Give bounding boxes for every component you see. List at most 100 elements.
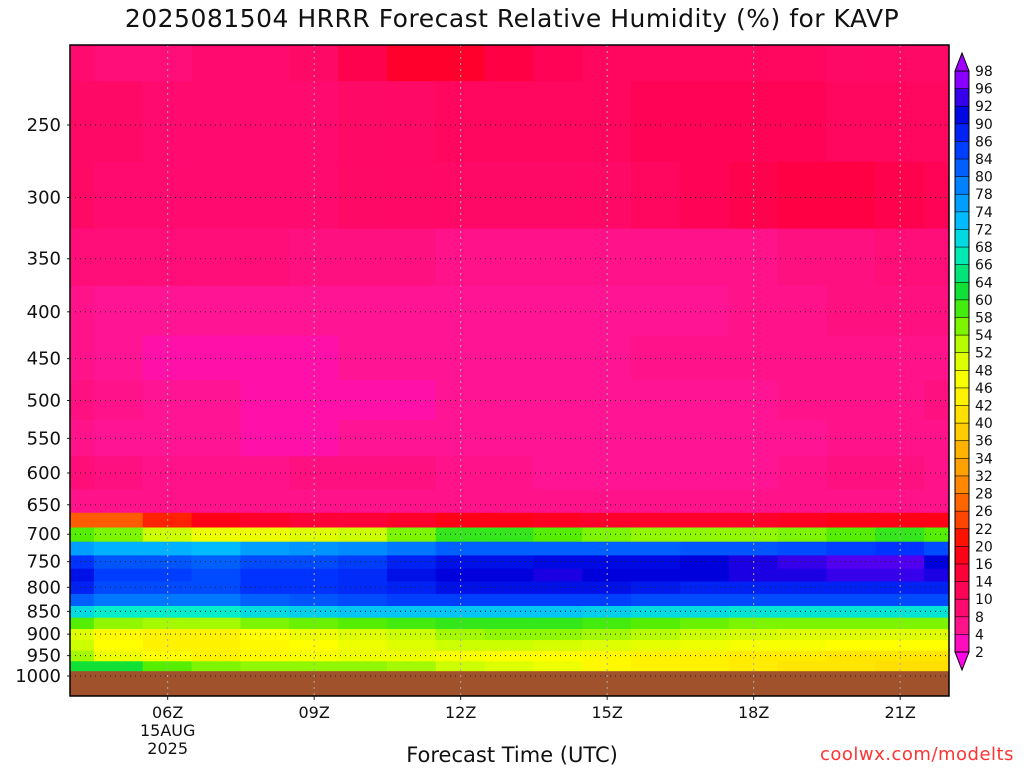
heatmap-cell xyxy=(875,488,926,513)
heatmap-cell xyxy=(484,488,535,513)
heatmap-cell xyxy=(240,567,291,582)
heatmap-cell xyxy=(93,554,144,569)
heatmap-cell xyxy=(93,660,144,672)
heatmap-cell xyxy=(191,616,242,630)
heatmap-cell xyxy=(338,334,388,381)
heatmap-cell xyxy=(240,160,291,229)
y-tick-label: 650 xyxy=(27,495,61,516)
heatmap-cell xyxy=(142,639,193,651)
colorbar-segment xyxy=(955,475,969,495)
heatmap-cell xyxy=(386,554,437,569)
heatmap-cell xyxy=(93,511,144,528)
heatmap-cell xyxy=(70,639,95,651)
colorbar-label: 36 xyxy=(975,434,993,450)
heatmap-cell xyxy=(484,284,535,336)
heatmap-cell xyxy=(435,160,486,229)
heatmap-cell xyxy=(484,628,535,641)
heatmap-cell xyxy=(728,526,779,542)
colorbar-label: 22 xyxy=(975,522,993,538)
heatmap-cell xyxy=(484,660,535,672)
colorbar-label: 74 xyxy=(975,205,993,221)
heatmap-cell xyxy=(533,418,584,457)
heatmap-cell xyxy=(191,554,242,569)
heatmap-cell xyxy=(484,379,535,420)
heatmap-cell xyxy=(777,649,828,662)
heatmap-cell xyxy=(679,540,730,556)
heatmap-cell xyxy=(191,334,242,381)
y-tick-label: 800 xyxy=(27,577,61,598)
heatmap-cell xyxy=(289,45,340,82)
heatmap-cell xyxy=(93,227,144,286)
heatmap-cell xyxy=(728,604,779,618)
heatmap-cell xyxy=(924,604,949,618)
heatmap-cell xyxy=(826,227,877,286)
credit-link[interactable]: coolwx.com/modelts xyxy=(819,744,1014,765)
colorbar-segment xyxy=(955,88,969,107)
heatmap-cell xyxy=(93,540,144,556)
heatmap-cell xyxy=(679,418,730,457)
heatmap-cell xyxy=(631,455,681,490)
heatmap-cell xyxy=(191,567,242,582)
colorbar-label: 32 xyxy=(975,469,993,485)
heatmap-cell xyxy=(240,80,291,162)
y-tick-label: 400 xyxy=(27,302,61,323)
heatmap-cell xyxy=(679,379,730,420)
heatmap-cell xyxy=(484,455,535,490)
heatmap-cell xyxy=(533,379,584,420)
heatmap-cell xyxy=(631,580,681,594)
heatmap-cell xyxy=(728,418,779,457)
x-tick-label: 21Z xyxy=(885,703,916,722)
heatmap-cell xyxy=(484,334,535,381)
heatmap-cell xyxy=(777,80,828,162)
heatmap-cell xyxy=(875,660,926,672)
heatmap-cell xyxy=(826,554,877,569)
heatmap-cell xyxy=(484,567,535,582)
heatmap-cell xyxy=(93,284,144,336)
colorbar-segment xyxy=(955,106,969,125)
heatmap-cell xyxy=(191,526,242,542)
heatmap-cell xyxy=(924,227,949,286)
colorbar-segment xyxy=(955,493,969,512)
heatmap-cell xyxy=(338,455,388,490)
heatmap-cell xyxy=(484,639,535,651)
heatmap-cell xyxy=(70,604,95,618)
heatmap-cell xyxy=(631,334,681,381)
heatmap-cell xyxy=(338,227,388,286)
heatmap-cells xyxy=(70,45,949,696)
heatmap-cell xyxy=(484,554,535,569)
heatmap-cell xyxy=(826,80,877,162)
heatmap-cell xyxy=(240,45,291,82)
heatmap-cell xyxy=(631,80,681,162)
heatmap-cell xyxy=(777,604,828,618)
heatmap-cell xyxy=(582,592,633,606)
heatmap-cell xyxy=(728,649,779,662)
heatmap-cell xyxy=(631,379,681,420)
heatmap-cell xyxy=(70,616,95,630)
heatmap-cell xyxy=(240,284,291,336)
heatmap-cell xyxy=(338,80,388,162)
colorbar-label: 52 xyxy=(975,346,993,362)
heatmap-cell xyxy=(533,540,584,556)
heatmap-cell xyxy=(533,227,584,286)
colorbar-segment xyxy=(955,247,969,266)
heatmap-cell xyxy=(191,45,242,82)
colorbar-segment xyxy=(955,616,969,635)
heatmap-cell xyxy=(631,418,681,457)
heatmap-cell xyxy=(93,80,144,162)
heatmap-cell xyxy=(826,628,877,641)
heatmap-cell xyxy=(289,649,340,662)
heatmap-cell xyxy=(777,592,828,606)
below-ground-band xyxy=(70,671,949,696)
colorbar-label: 48 xyxy=(975,363,993,379)
colorbar-label: 10 xyxy=(975,592,993,608)
colorbar-segment xyxy=(955,511,969,530)
heatmap-cell xyxy=(191,592,242,606)
x-date-label: 2025 xyxy=(147,739,188,758)
heatmap-cell xyxy=(826,649,877,662)
colorbar-segment xyxy=(955,563,969,583)
heatmap-cell xyxy=(533,660,584,672)
colorbar-segment xyxy=(955,229,969,248)
heatmap-cell xyxy=(93,455,144,490)
heatmap-cell xyxy=(826,660,877,672)
